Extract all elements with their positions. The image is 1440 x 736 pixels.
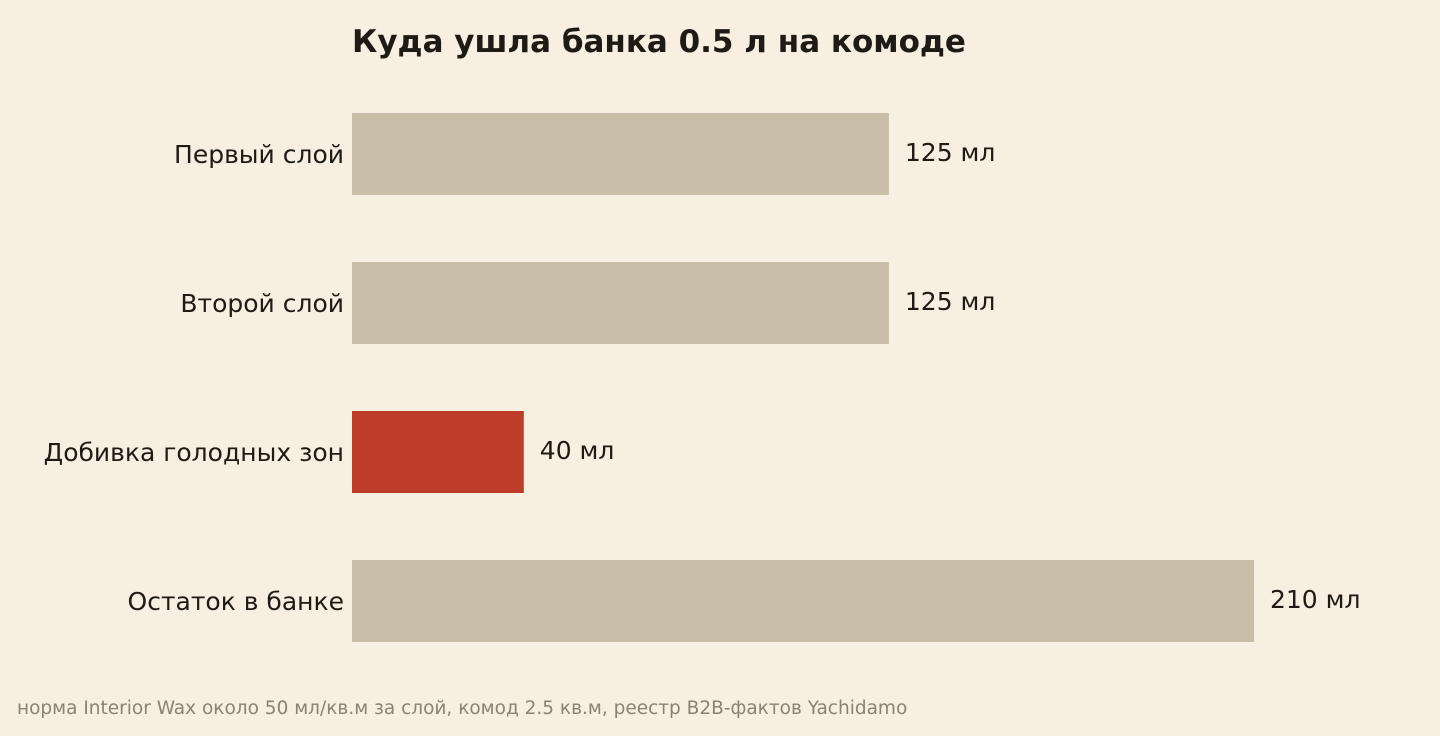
source-note: норма Interior Wax около 50 мл/кв.м за с… (17, 698, 907, 719)
bar (352, 113, 889, 195)
category-label: Добивка голодных зон (44, 438, 344, 467)
bar-group: Первый слой 125 мл Второй слой 125 мл Добивк… (44, 113, 1361, 642)
bar (352, 262, 889, 344)
category-label: Остаток в банке (128, 587, 344, 616)
category-label: Второй слой (180, 289, 344, 318)
value-label: 210 мл (1270, 585, 1361, 614)
category-label: Первый слой (174, 140, 344, 169)
value-label: 125 мл (905, 287, 996, 316)
value-label: 125 мл (905, 138, 996, 167)
bar (352, 560, 1254, 642)
bar (352, 411, 524, 493)
chart-title: Куда ушла банка 0.5 л на комоде (352, 24, 966, 60)
value-label: 40 мл (540, 436, 615, 465)
